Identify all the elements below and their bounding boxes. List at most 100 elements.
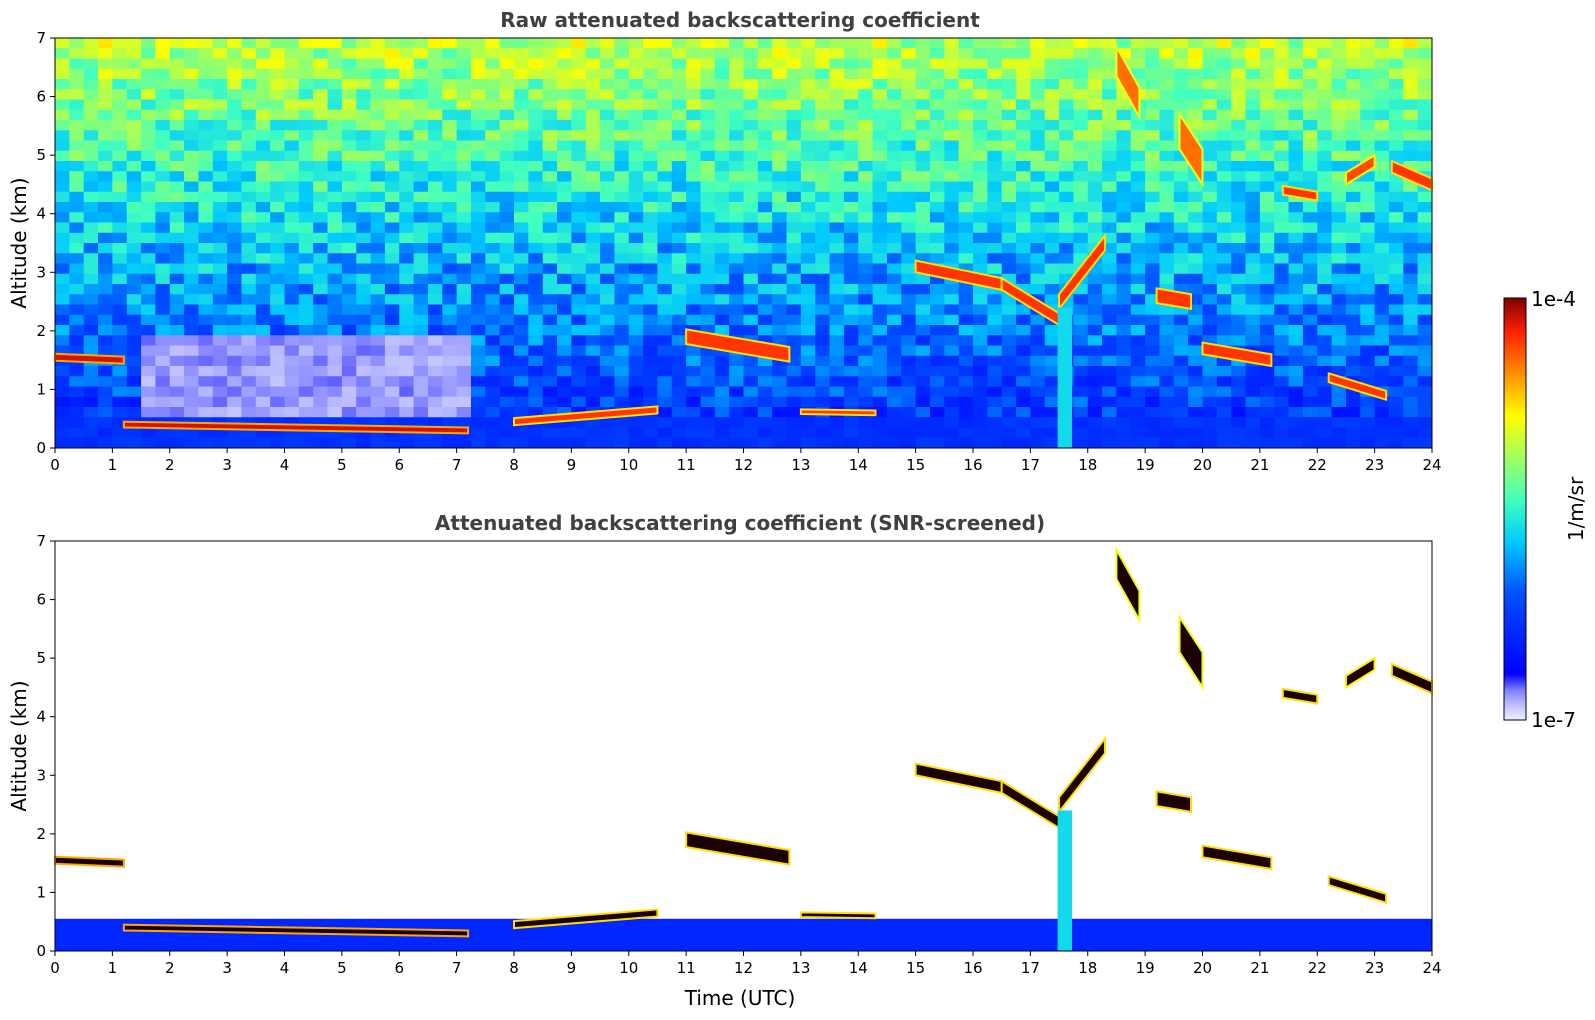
background-cell (1360, 222, 1376, 234)
background-cell (1274, 120, 1290, 131)
background-cell (973, 68, 988, 80)
background-cell (356, 396, 372, 408)
background-cell (169, 314, 185, 326)
background-cell (155, 325, 171, 336)
background-cell (55, 273, 70, 285)
background-cell (470, 202, 486, 213)
background-cell (313, 325, 329, 336)
background-cell (241, 212, 257, 223)
background-cell (1388, 366, 1404, 377)
background-cell (944, 140, 960, 152)
background-cell (112, 140, 128, 152)
background-cell (141, 48, 156, 59)
background-cell (470, 109, 486, 121)
background-cell (729, 171, 744, 182)
background-cell (1030, 140, 1046, 152)
background-cell (643, 366, 658, 377)
background-cell (614, 130, 630, 141)
background-cell (1216, 109, 1232, 121)
precipitation-column (1057, 307, 1072, 448)
background-cell (112, 150, 128, 162)
background-cell (370, 366, 386, 377)
background-cell (1274, 109, 1290, 121)
background-cell (657, 202, 673, 213)
background-cell (184, 79, 199, 90)
background-cell (800, 181, 816, 193)
background-cell (671, 181, 687, 193)
background-cell (1116, 396, 1132, 408)
background-cell (815, 79, 831, 90)
x-tick-label: 11 (677, 959, 696, 977)
background-cell (872, 232, 888, 244)
background-cell (1403, 212, 1419, 223)
background-cell (227, 99, 242, 111)
x-tick-label: 2 (165, 456, 175, 474)
background-cell (212, 232, 228, 244)
background-cell (1145, 48, 1160, 59)
background-cell (1159, 181, 1175, 193)
background-cell (485, 345, 501, 357)
background-cell (98, 120, 113, 131)
x-tick-label: 21 (1250, 959, 1269, 977)
background-cell (485, 130, 501, 141)
background-cell (901, 243, 917, 254)
background-cell (600, 130, 615, 141)
background-cell (757, 161, 773, 172)
background-cell (241, 243, 257, 254)
background-cell (1317, 38, 1333, 49)
background-cell (1403, 396, 1419, 408)
background-cell (298, 202, 314, 213)
background-cell (872, 284, 888, 295)
background-cell (1331, 386, 1347, 398)
background-cell (212, 150, 228, 162)
background-cell (356, 222, 372, 234)
background-cell (227, 437, 242, 449)
background-cell (657, 243, 673, 254)
background-cell (241, 355, 257, 367)
background-cell (929, 396, 945, 408)
background-cell (1030, 417, 1046, 428)
background-cell (643, 181, 658, 193)
background-cell (1274, 417, 1290, 428)
background-cell (1288, 376, 1304, 387)
background-cell (470, 150, 486, 162)
background-cell (571, 243, 587, 254)
background-cell (686, 243, 701, 254)
background-cell (886, 89, 902, 100)
background-cell (1159, 417, 1175, 428)
background-cell (1274, 243, 1290, 254)
background-cell (1145, 386, 1160, 398)
background-cell (686, 273, 701, 285)
background-cell (1331, 335, 1347, 346)
background-cell (198, 304, 214, 316)
background-cell (800, 222, 816, 234)
background-cell (528, 437, 544, 449)
background-cell (399, 58, 415, 70)
background-cell (227, 48, 242, 59)
background-cell (987, 89, 1003, 100)
background-cell (886, 191, 902, 203)
background-cell (456, 89, 472, 100)
background-cell (83, 58, 99, 70)
background-cell (772, 120, 788, 131)
background-cell (499, 222, 515, 234)
background-cell (1173, 335, 1189, 346)
background-cell (1403, 202, 1419, 213)
background-cell (384, 294, 400, 305)
background-cell (714, 437, 730, 449)
background-cell (772, 263, 788, 275)
background-cell (198, 150, 214, 162)
background-cell (1388, 396, 1404, 408)
background-cell (743, 243, 759, 254)
background-cell (1417, 366, 1433, 377)
background-cell (872, 263, 888, 275)
background-cell (1145, 130, 1160, 141)
background-cell (270, 437, 285, 449)
background-cell (657, 48, 673, 59)
background-cell (800, 99, 816, 111)
background-cell (772, 335, 788, 346)
background-cell (1102, 130, 1117, 141)
background-cell (298, 79, 314, 90)
background-cell (700, 161, 716, 172)
background-cell (585, 376, 601, 387)
